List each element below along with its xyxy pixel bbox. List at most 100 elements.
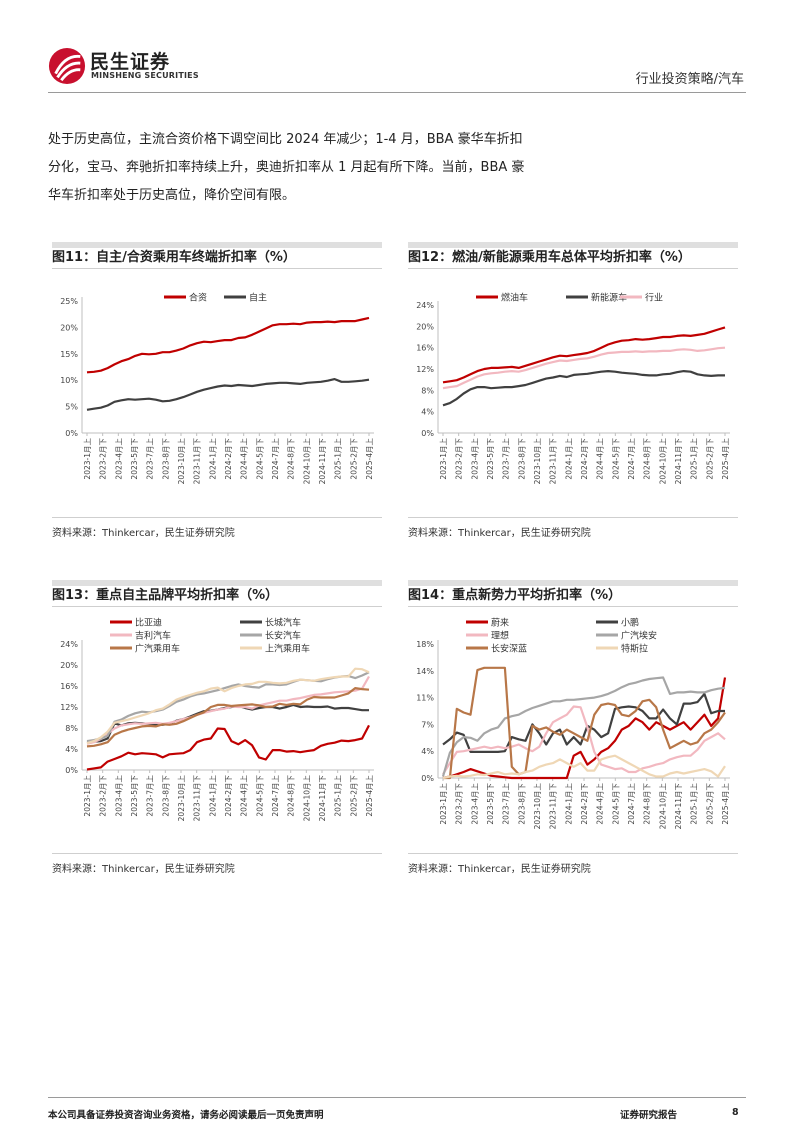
- figure-11-source: 资料来源：Thinkercar，民生证券研究院: [52, 517, 382, 539]
- y-tick-label: 20%: [60, 323, 78, 332]
- figure-14: 图14：重点新势力平均折扣率（%）: [408, 580, 738, 607]
- x-tick-label: 2023-11月下: [549, 438, 558, 485]
- y-tick-label: 20%: [60, 661, 78, 670]
- y-tick-label: 15%: [60, 350, 78, 359]
- x-tick-label: 2023-10月上: [533, 438, 542, 485]
- x-tick-label: 2024-11月下: [318, 438, 327, 485]
- x-tick-label: 2023-4月上: [114, 438, 123, 480]
- legend-label: 特斯拉: [621, 643, 648, 655]
- figure-title-bar: [52, 242, 382, 248]
- body-line: 分化，宝马、奔驰折扣率持续上升，奥迪折扣率从 1 月起有所下降。当前，BBA 豪: [48, 160, 525, 175]
- x-tick-label: 2023-7月上: [146, 438, 155, 480]
- y-tick-label: 0%: [421, 429, 434, 438]
- x-tick-label: 2024-5月下: [611, 783, 620, 825]
- x-tick-label: 2023-11月下: [193, 775, 202, 822]
- x-tick-label: 2024-11月下: [318, 775, 327, 822]
- figure-source-rule: [52, 853, 382, 854]
- x-tick-label: 2023-7月上: [146, 775, 155, 817]
- x-tick-label: 2023-2月下: [99, 775, 108, 817]
- y-tick-label: 16%: [416, 344, 434, 353]
- legend-label: 行业: [645, 292, 663, 304]
- figure-title-rule: [408, 268, 738, 269]
- figure-source: 资料来源：Thinkercar，民生证券研究院: [52, 528, 235, 539]
- x-tick-label: 2023-2月下: [99, 438, 108, 480]
- x-tick-label: 2024-1月上: [208, 438, 217, 480]
- series-line-比亚迪: [86, 724, 370, 771]
- x-tick-label: 2024-10月上: [302, 438, 311, 485]
- x-tick-label: 2024-2月下: [580, 438, 589, 480]
- y-tick-label: 4%: [421, 747, 434, 756]
- y-tick-label: 4%: [421, 408, 434, 417]
- figure-title: 图13：重点自主品牌平均折扣率（%）: [52, 588, 279, 603]
- figure-13-source: 资料来源：Thinkercar，民生证券研究院: [52, 853, 382, 875]
- x-tick-label: 2025-4月上: [721, 438, 730, 480]
- figure-source: 资料来源：Thinkercar，民生证券研究院: [408, 864, 591, 875]
- x-tick-label: 2023-11月下: [193, 438, 202, 485]
- legend-label: 比亚迪: [135, 617, 162, 629]
- x-tick-label: 2025-1月上: [334, 775, 343, 817]
- y-tick-label: 18%: [416, 640, 434, 649]
- x-tick-label: 2023-10月上: [177, 775, 186, 822]
- figure-title: 图11：自主/合资乘用车终端折扣率（%）: [52, 250, 296, 265]
- chart-fig14: 0% 4% 7% 11% 14% 18% 2023-1月上 2023-2月下 2023-4月上 2…: [416, 617, 730, 830]
- x-tick-label: 2025-1月上: [690, 438, 699, 480]
- x-tick-label: 2023-4月上: [470, 438, 479, 480]
- series-line-新能源车: [442, 369, 725, 407]
- x-tick-label: 2024-1月上: [208, 775, 217, 817]
- series-line-吉利汽车: [86, 675, 370, 745]
- x-tick-label: 2023-8月下: [161, 438, 170, 480]
- x-tick-label: 2023-7月上: [502, 783, 511, 825]
- body-line: 处于历史高位，主流合资价格下调空间比 2024 年减少；1-4 月，BBA 豪华…: [48, 132, 523, 147]
- page-number: 8: [732, 1107, 739, 1118]
- x-tick-label: 2024-2月下: [224, 775, 233, 817]
- x-tick-label: 2023-4月上: [470, 783, 479, 825]
- x-tick-label: 2023-11月下: [549, 783, 558, 830]
- figure-source: 资料来源：Thinkercar，民生证券研究院: [52, 864, 235, 875]
- x-tick-label: 2023-2月下: [455, 438, 464, 480]
- x-tick-label: 2024-10月上: [302, 775, 311, 822]
- series-line-行业: [442, 346, 726, 390]
- x-tick-label: 2023-1月上: [83, 775, 92, 817]
- series-line-小鹏: [442, 692, 725, 753]
- y-tick-label: 16%: [60, 682, 78, 691]
- x-tick-label: 2024-8月下: [643, 438, 652, 480]
- series-line-理想: [442, 705, 726, 775]
- figure-title-rule: [52, 606, 382, 607]
- x-tick-label: 2024-4月上: [240, 438, 249, 480]
- footer-report-type: 证券研究报告: [620, 1110, 678, 1121]
- figure-12: 图12：燃油/新能源乘用车总体平均折扣率（%）: [408, 242, 738, 269]
- x-tick-label: 2024-2月下: [580, 783, 589, 825]
- legend-label: 上汽乘用车: [265, 643, 310, 655]
- x-tick-label: 2023-5月下: [130, 775, 139, 817]
- figure-12-source: 资料来源：Thinkercar，民生证券研究院: [408, 517, 738, 539]
- x-tick-label: 2025-2月下: [705, 438, 714, 480]
- legend-label: 自主: [249, 292, 267, 304]
- y-tick-label: 4%: [65, 745, 78, 754]
- header-section-title: 行业投资策略/汽车: [635, 72, 744, 87]
- legend-label: 广汽乘用车: [135, 643, 180, 655]
- y-tick-label: 14%: [416, 667, 434, 676]
- y-tick-label: 24%: [60, 640, 78, 649]
- header-divider: [48, 92, 746, 93]
- y-tick-label: 5%: [65, 403, 78, 412]
- x-tick-label: 2023-8月下: [161, 775, 170, 817]
- x-tick-label: 2025-4月上: [365, 438, 374, 480]
- series-line-上汽乘用车: [86, 667, 370, 745]
- x-tick-label: 2023-5月下: [486, 438, 495, 480]
- x-tick-label: 2024-8月下: [643, 783, 652, 825]
- x-tick-label: 2024-8月下: [287, 438, 296, 480]
- legend-label: 理想: [491, 630, 509, 642]
- figure-title: 图14：重点新势力平均折扣率（%）: [408, 588, 622, 603]
- x-tick-label: 2024-10月上: [658, 783, 667, 830]
- x-tick-label: 2024-7月上: [271, 438, 280, 480]
- figure-title-rule: [52, 268, 382, 269]
- x-tick-label: 2023-5月下: [486, 783, 495, 825]
- body-paragraph: 处于历史高位，主流合资价格下调空间比 2024 年减少；1-4 月，BBA 豪华…: [48, 126, 748, 210]
- x-tick-label: 2024-10月上: [658, 438, 667, 485]
- x-tick-label: 2023-1月上: [439, 438, 448, 480]
- x-tick-label: 2023-1月上: [439, 783, 448, 825]
- x-tick-label: 2024-7月上: [627, 783, 636, 825]
- x-tick-label: 2024-4月上: [596, 438, 605, 480]
- x-tick-label: 2024-1月上: [564, 783, 573, 825]
- minsheng-logo-icon: [48, 47, 86, 85]
